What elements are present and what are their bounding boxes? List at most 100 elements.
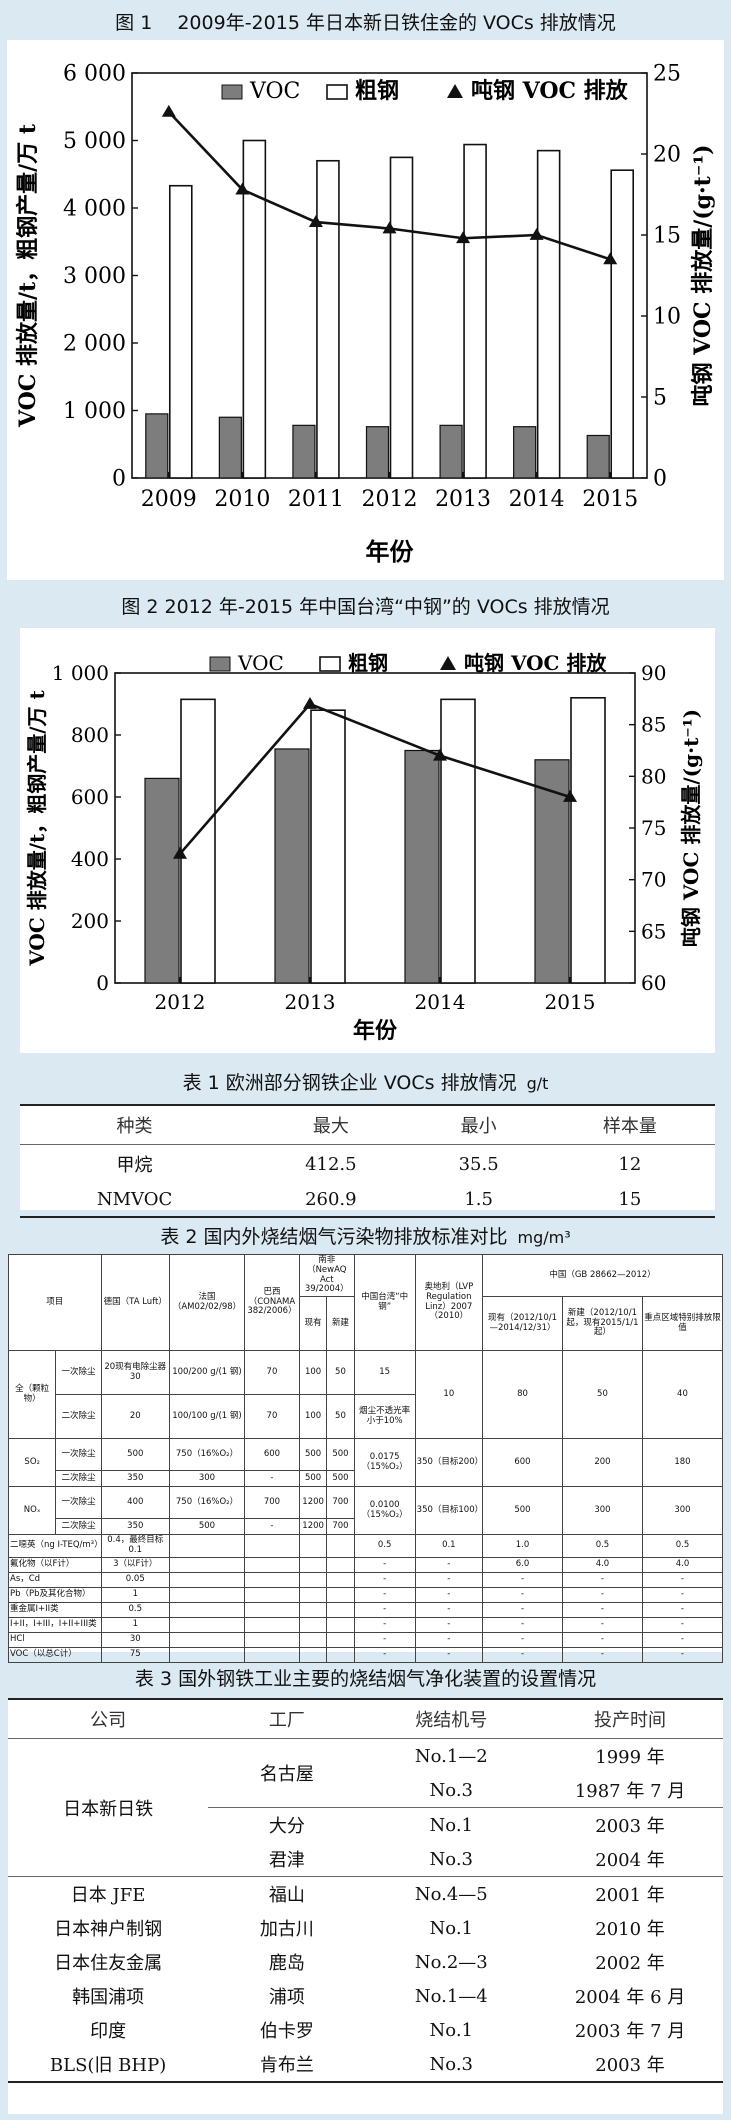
x-tick-label: 2011	[288, 487, 344, 512]
table-cell: 350	[100, 1518, 170, 1536]
t2-h-cn-now: 现有（2012/10/1—2014/12/31）	[482, 1296, 563, 1352]
table1-header: 种类	[116, 1116, 153, 1137]
table-cell: 4.0	[641, 1556, 724, 1573]
fig2-chart-panel: 0 200 400 600 800 1 000 60 65 70 75 80 85 90 2012 2013…	[20, 628, 715, 1053]
table-cell: -	[641, 1571, 724, 1588]
table-cell: 2002 年	[595, 1953, 665, 1974]
table-cell: 大分	[268, 1816, 305, 1837]
legend-label-steel: 粗钢	[348, 651, 388, 675]
table-cell: -	[641, 1646, 724, 1663]
y-tick-label: 2 000	[63, 332, 126, 357]
line-point	[433, 748, 447, 761]
table-cell: -	[482, 1646, 563, 1663]
table-cell: -	[561, 1571, 643, 1588]
table-cell: VOC（以总C计）	[8, 1646, 102, 1663]
table-cell: 300	[168, 1470, 246, 1488]
table-cell: 300	[561, 1486, 643, 1536]
table-cell: -	[561, 1586, 643, 1603]
table-cell: -	[641, 1631, 724, 1648]
t2-h-de: 德国（TA Luft）	[100, 1253, 170, 1352]
table-cell: 一次除尘	[55, 1350, 102, 1396]
bar-crude-steel	[168, 184, 193, 479]
y-axis-title: VOC 排放量/t，粗钢产量/万 t	[15, 123, 41, 428]
bar-crude-steel	[242, 139, 267, 479]
t2-h-at: 奥地利（LVP Regulation Linz）2007（2010）	[414, 1253, 484, 1352]
table-cell: I+II，I+III，I+II+III类	[8, 1616, 102, 1633]
bar-voc	[404, 749, 440, 984]
table-cell	[244, 1616, 300, 1633]
x-tick-label: 2015	[582, 487, 638, 512]
x-tick-label: 2009	[141, 487, 197, 512]
table1-unit: g/t	[526, 1074, 549, 1093]
table-cell: No.1	[429, 1814, 473, 1836]
table-cell: -	[353, 1601, 416, 1618]
table-cell: -	[353, 1571, 416, 1588]
table-cell: 1.0	[482, 1534, 563, 1558]
table-cell: 韩国浦项	[72, 1987, 145, 2008]
y2-tick-label: 20	[653, 143, 681, 168]
x-tick-label: 2014	[415, 990, 466, 1014]
table2-caption: 表 2 国内外烧结烟气污染物排放标准对比 mg/m³	[0, 1222, 731, 1249]
table-row: NMVOC 260.9 1.5 15	[20, 1183, 715, 1217]
table-cell: 600	[482, 1438, 563, 1488]
table-cell: 30	[100, 1631, 170, 1648]
table-cell: -	[353, 1646, 416, 1663]
table-cell: 500	[482, 1486, 563, 1536]
bar-crude-steel	[316, 159, 340, 479]
table-row: SO₂ 一次除尘 500 750（16%O₂） 600 500 500 0.01…	[7, 1438, 724, 1488]
table-cell: 鹿岛	[268, 1953, 305, 1974]
y2-tick-label: 0	[653, 467, 667, 492]
table-cell: No.1	[429, 1917, 473, 1939]
fig1-chart: 0 1 000 2 000 3 000 4 000 5 000 6 000 0 5 10 15 20 2…	[15, 62, 716, 566]
table-row: 君津 No.3 2004 年	[8, 1842, 723, 1877]
table-cell: 1200	[298, 1486, 328, 1520]
table-row: 二次除尘 350 500 - 1200 700	[9, 1518, 723, 1536]
legend-label-line: 吨钢 VOC 排放	[471, 78, 629, 104]
table-cell: -	[353, 1556, 416, 1573]
table-cell	[168, 1586, 246, 1603]
t2-h-tw: 中国台湾“中钢”	[353, 1253, 416, 1352]
table-cell: 0.5	[353, 1534, 416, 1558]
fig2-caption: 图 2 2012 年-2015 年中国台湾“中钢”的 VOCs 排放情况	[121, 596, 610, 618]
table-cell: 180	[641, 1438, 724, 1488]
table-cell	[244, 1556, 300, 1573]
table-cell: 2001 年	[595, 1885, 665, 1906]
table-cell: -	[561, 1616, 643, 1633]
x-axis-title: 年份	[366, 537, 415, 566]
table-cell: -	[353, 1631, 416, 1648]
line-point	[563, 790, 577, 802]
legend-marker-line	[440, 656, 456, 670]
table-cell: -	[414, 1601, 484, 1618]
table-row: 氟化物（以F计） 3（以F计） - -6.0 4.0 4.0	[8, 1556, 724, 1573]
x-tick-label: 2012	[362, 487, 418, 512]
y-tick-label: 5 000	[63, 129, 126, 154]
table-cell: -	[414, 1571, 484, 1588]
y2-tick-label: 90	[641, 661, 666, 685]
table-cell: -	[244, 1518, 300, 1536]
table-cell: 400	[100, 1486, 170, 1520]
table-cell: -	[641, 1586, 724, 1603]
table-cell: 50	[326, 1394, 355, 1440]
table-row: Pb（Pb及其化合物） 1- - - - -	[8, 1586, 724, 1603]
table-cell: 40	[641, 1350, 724, 1440]
table-row: 重金属I+II类 0.5- - - - -	[8, 1601, 724, 1618]
table-cell: -	[482, 1631, 563, 1648]
table-cell: 氟化物（以F计）	[8, 1556, 102, 1573]
table-cell: 100	[298, 1394, 328, 1440]
table-cell: 6.0	[482, 1556, 563, 1573]
table-cell: No.1—4	[414, 1985, 488, 2007]
table-cell: No.3	[429, 2053, 473, 2075]
legend-swatch-steel	[326, 84, 348, 100]
table1-title: 表 1 欧洲部分钢铁企业 VOCs 排放情况	[182, 1072, 517, 1094]
table-cell: No.4—5	[414, 1883, 488, 1905]
t2-h-za: 南非（NewAQ Act 39/2004）	[298, 1253, 355, 1298]
table-cell: 700	[326, 1486, 355, 1520]
table-cell: 1999 年	[595, 1747, 665, 1768]
fig1-chart-panel: 0 1 000 2 000 3 000 4 000 5 000 6 000 0 5 10 15 20 2…	[7, 40, 724, 580]
t2-h-za-now: 现有	[298, 1296, 328, 1352]
table-cell	[244, 1631, 300, 1648]
table-row: 大分 No.1 2003 年	[8, 1807, 723, 1843]
y-tick-label: 600	[71, 785, 109, 809]
table-cell: -	[561, 1601, 643, 1618]
y2-tick-label: 65	[641, 919, 666, 943]
